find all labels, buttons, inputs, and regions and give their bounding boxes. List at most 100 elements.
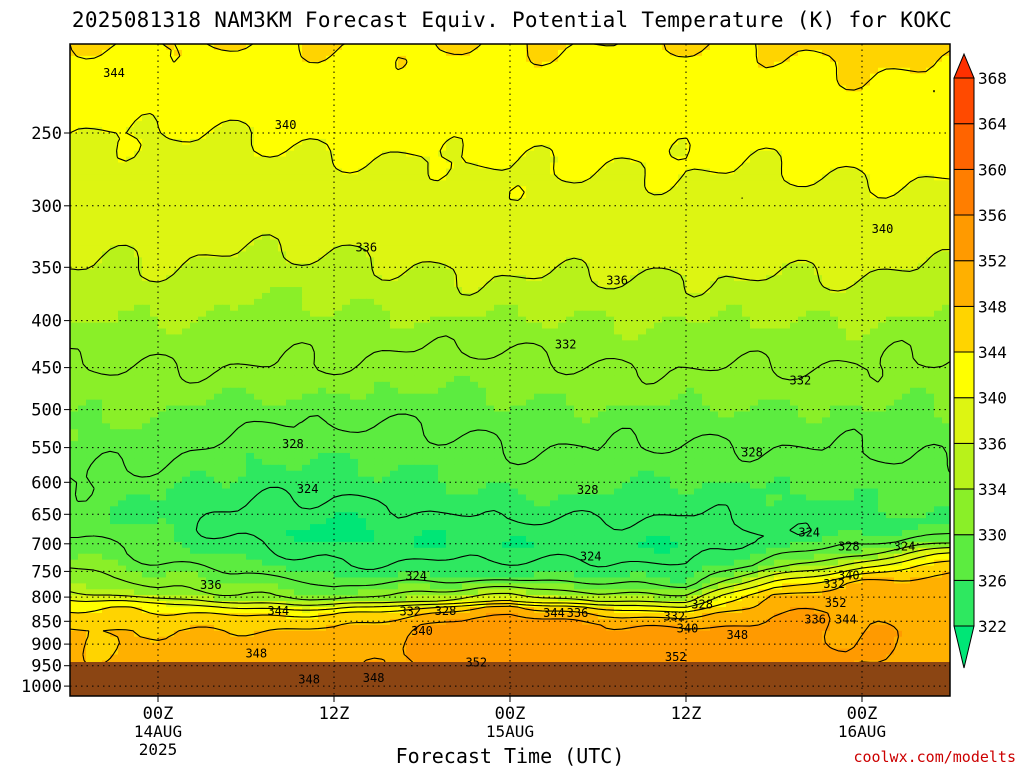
field-cell <box>590 281 599 288</box>
field-cell <box>190 49 199 57</box>
field-cell <box>366 109 375 116</box>
field-cell <box>854 132 863 140</box>
field-cell <box>406 263 415 270</box>
field-cell <box>206 221 215 229</box>
field-cell <box>662 245 671 253</box>
field-cell <box>758 103 767 110</box>
field-cell <box>934 61 943 69</box>
field-cell <box>174 263 183 270</box>
field-cell <box>894 204 903 211</box>
field-cell <box>638 186 647 193</box>
field-cell <box>302 79 311 87</box>
field-cell <box>374 126 383 134</box>
field-cell <box>542 109 551 116</box>
field-cell <box>518 162 527 170</box>
field-cell <box>566 257 575 264</box>
field-cell <box>86 156 95 164</box>
field-cell <box>470 292 479 300</box>
field-cell <box>582 239 591 247</box>
field-cell <box>582 61 591 69</box>
field-cell <box>574 55 583 63</box>
field-cell <box>110 126 119 134</box>
field-cell <box>462 281 471 288</box>
field-cell <box>654 168 663 175</box>
field-cell <box>678 215 687 223</box>
field-cell <box>798 55 807 63</box>
field-cell <box>918 109 927 116</box>
field-cell <box>798 121 807 128</box>
field-cell <box>630 257 639 264</box>
field-cell <box>342 55 351 63</box>
field-cell <box>246 233 255 241</box>
field-cell <box>742 215 751 223</box>
field-cell <box>166 144 175 152</box>
field-cell <box>926 263 935 270</box>
field-cell <box>758 91 767 98</box>
field-cell <box>694 109 703 116</box>
field-cell <box>766 85 775 93</box>
field-cell <box>206 215 215 223</box>
field-cell <box>894 198 903 205</box>
field-cell <box>126 85 135 93</box>
field-cell <box>182 239 191 247</box>
field-cell <box>814 292 823 300</box>
field-cell <box>446 55 455 63</box>
field-cell <box>558 67 567 75</box>
field-cell <box>214 245 223 253</box>
field-cell <box>326 162 335 170</box>
field-cell <box>366 67 375 75</box>
field-cell <box>398 174 407 181</box>
field-cell <box>878 91 887 98</box>
field-cell <box>918 132 927 140</box>
field-cell <box>542 239 551 247</box>
field-cell <box>342 186 351 193</box>
field-cell <box>518 73 527 81</box>
field-cell <box>574 292 583 300</box>
field-cell <box>118 239 127 247</box>
field-cell <box>198 79 207 87</box>
field-cell <box>494 180 503 187</box>
field-cell <box>534 221 543 229</box>
field-cell <box>190 304 199 312</box>
field-cell <box>446 292 455 300</box>
field-cell <box>934 79 943 87</box>
field-cell <box>526 198 535 205</box>
field-cell <box>118 109 127 116</box>
field-cell <box>622 269 631 276</box>
field-cell <box>174 239 183 247</box>
field-cell <box>878 227 887 235</box>
field-cell <box>822 304 831 312</box>
field-cell <box>550 239 559 247</box>
field-cell <box>614 298 623 306</box>
field-cell <box>590 49 599 57</box>
field-cell <box>94 103 103 110</box>
field-cell <box>446 138 455 146</box>
field-cell <box>558 91 567 98</box>
field-cell <box>742 44 751 51</box>
field-cell <box>670 221 679 229</box>
field-cell <box>718 144 727 152</box>
field-cell <box>182 121 191 128</box>
field-cell <box>502 144 511 152</box>
field-cell <box>526 292 535 300</box>
field-cell <box>518 138 527 146</box>
field-cell <box>438 138 447 146</box>
field-cell <box>622 91 631 98</box>
field-cell <box>70 109 79 116</box>
field-cell <box>902 85 911 93</box>
field-cell <box>438 209 447 217</box>
field-cell <box>438 97 447 104</box>
field-cell <box>182 209 191 217</box>
field-cell <box>902 304 911 312</box>
field-cell <box>310 310 319 318</box>
field-cell <box>430 251 439 258</box>
field-cell <box>78 287 87 294</box>
field-cell <box>590 174 599 181</box>
field-cell <box>238 162 247 170</box>
field-cell <box>142 298 151 306</box>
field-cell <box>366 44 375 51</box>
field-cell <box>438 239 447 247</box>
field-cell <box>830 269 839 276</box>
field-cell <box>374 192 383 199</box>
field-cell <box>102 281 111 288</box>
